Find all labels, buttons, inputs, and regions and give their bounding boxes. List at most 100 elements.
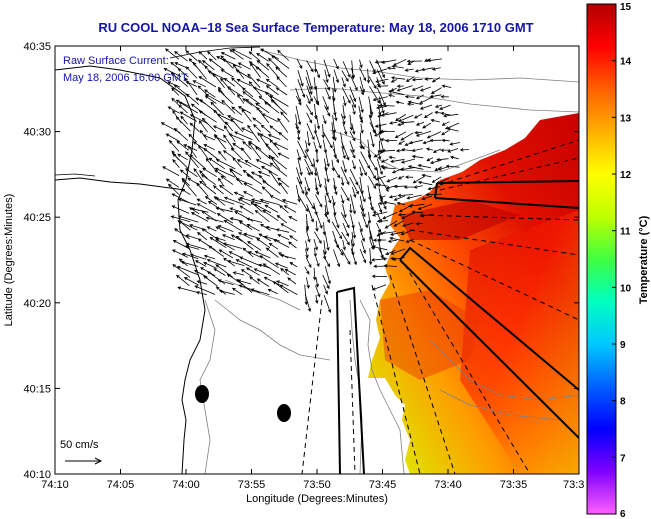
current-vector (305, 221, 309, 232)
current-vector (388, 155, 396, 160)
current-vector (180, 115, 188, 125)
current-vector (201, 228, 218, 240)
current-vector (170, 215, 191, 223)
current-vector (425, 192, 443, 197)
current-vector (229, 168, 243, 186)
x-axis-label: Longitude (Degrees:Minutes) (246, 493, 388, 505)
current-vector (262, 180, 281, 194)
current-vector (377, 84, 389, 88)
current-vector (167, 106, 180, 114)
current-vector (440, 111, 451, 116)
current-vector (333, 167, 341, 179)
current-vector (172, 264, 191, 278)
current-vector (358, 96, 364, 114)
current-vector (257, 170, 271, 177)
current-vector (341, 141, 350, 161)
current-vector (432, 148, 442, 153)
current-vector (378, 176, 389, 193)
current-vector (315, 256, 320, 268)
current-vector (359, 59, 363, 69)
current-vector (231, 287, 243, 296)
current-vector (264, 101, 280, 114)
current-vector (275, 87, 288, 96)
current-vector (281, 199, 298, 205)
current-vector (206, 226, 217, 232)
current-vector (419, 104, 433, 110)
current-vector (215, 159, 236, 170)
current-vector (441, 138, 450, 143)
current-vector (222, 242, 243, 249)
current-vector (171, 205, 190, 214)
current-vector (185, 66, 198, 79)
x-tick-label: 74:00 (172, 479, 200, 491)
current-vector (247, 240, 262, 251)
current-vector (341, 87, 351, 104)
current-vector (315, 295, 319, 304)
current-vector (265, 78, 278, 88)
current-vector (305, 140, 309, 153)
current-vector (423, 112, 433, 118)
current-vector (167, 183, 180, 195)
current-vector (400, 132, 414, 141)
current-vector (361, 240, 367, 254)
current-vector (176, 266, 199, 276)
colorbar-gradient (586, 3, 617, 515)
current-vector (165, 178, 179, 188)
current-vector (429, 94, 442, 99)
current-vector (218, 249, 234, 259)
current-vector (340, 177, 345, 187)
current-vector (203, 254, 216, 260)
current-vector (431, 176, 442, 183)
current-vector (378, 103, 395, 108)
current-vector (204, 195, 218, 205)
current-vector (401, 222, 414, 227)
y-tick-label: 40:35 (23, 41, 51, 53)
current-vector (422, 122, 432, 129)
current-vector (324, 105, 331, 117)
current-vector (349, 94, 356, 109)
current-vector (351, 104, 356, 116)
current-vector (342, 204, 347, 219)
current-vector (378, 203, 383, 214)
current-vector (215, 264, 233, 278)
current-vector (296, 58, 303, 69)
current-vector (324, 232, 330, 251)
current-vector (197, 231, 208, 241)
current-vector (421, 67, 434, 72)
current-vector (441, 121, 450, 126)
x-tick-label: 73:55 (238, 479, 266, 491)
current-vector (440, 148, 450, 153)
current-vector (196, 198, 207, 205)
current-vector (382, 212, 398, 220)
current-vector (269, 95, 289, 107)
current-vector (385, 249, 396, 255)
current-vector (316, 115, 321, 130)
current-vector (405, 239, 414, 243)
y-tick-label: 40:30 (23, 127, 51, 139)
current-vector (378, 149, 396, 153)
current-vector (321, 124, 325, 139)
current-vector (419, 86, 431, 92)
current-vector (171, 97, 180, 106)
current-vector (331, 221, 343, 240)
current-vector (313, 96, 320, 106)
current-vector (205, 93, 225, 106)
current-vector (324, 266, 331, 285)
current-vector (426, 58, 443, 63)
current-vector (367, 211, 372, 224)
current-vector (219, 184, 234, 196)
current-vector (306, 112, 313, 124)
current-vector (352, 186, 357, 198)
current-vector (411, 78, 423, 82)
current-vector (358, 114, 363, 124)
current-vector (246, 223, 260, 232)
current-vector (280, 111, 290, 123)
current-vector (234, 211, 254, 222)
current-vector (332, 204, 337, 216)
current-vector (256, 60, 270, 71)
current-vector (304, 158, 313, 176)
current-vector (371, 245, 388, 251)
current-vector (376, 158, 383, 176)
current-vector (424, 77, 433, 81)
current-vector (201, 60, 215, 71)
